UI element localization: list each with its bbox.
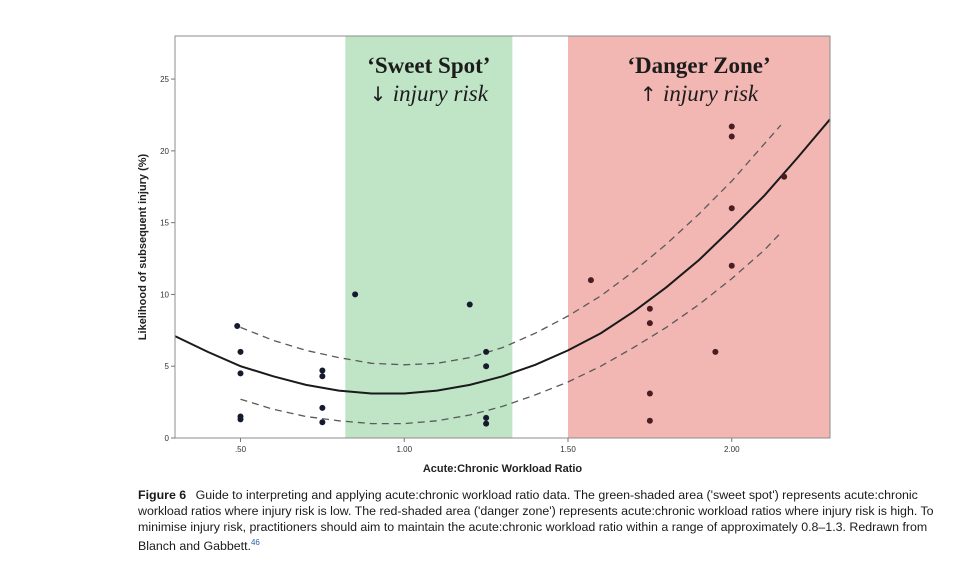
sweet-spot-arrow: ↓ [370,82,393,106]
data-point [646,390,653,397]
y-tick-label: 25 [160,75,169,84]
sweet-spot-title: ‘Sweet Spot’ [367,53,490,78]
data-point [466,301,473,308]
ci-upper-curve [240,124,782,366]
x-tick-label: 2.00 [724,445,740,454]
data-point [352,291,359,298]
danger-zone-subtitle: ↑ injury risk [640,81,759,106]
y-tick-label: 0 [165,434,170,443]
points-layer [234,123,788,427]
reference-number: 46 [250,538,260,547]
caption-text: Guide to interpreting and applying acute… [138,488,934,554]
x-tick-label: .50 [235,445,247,454]
y-axis-label: Likelihood of subsequent injury (%) [137,153,149,340]
zones-layer [345,36,830,438]
danger-zone-arrow: ↑ [640,82,663,106]
data-point [237,370,244,377]
data-point [728,262,735,269]
x-axis-label: Acute:Chronic Workload Ratio [423,463,583,475]
data-point [646,305,653,312]
sweet-spot-zone [345,36,513,438]
curves-layer [174,118,831,425]
data-point [319,367,326,374]
danger-zone-zone [568,36,830,438]
data-point [587,277,594,284]
ticks-layer: .50 1.00 1.50 2.00 0 5 10 15 20 25 [160,75,740,454]
sweet-spot-subtitle: ↓ injury risk [370,81,489,106]
acwr-injury-chart: .50 1.00 1.50 2.00 0 5 10 15 20 25 ‘Sweet Spot’ ↓ … [137,35,831,475]
data-point [237,416,244,423]
danger-zone-subtitle-text: injury risk [663,81,759,106]
data-point [319,419,326,426]
data-point [483,420,490,427]
ci-lower-curve [240,232,782,425]
y-tick-label: 15 [160,219,169,228]
data-point [483,414,490,421]
x-tick-label: 1.50 [560,445,576,454]
data-point [319,373,326,380]
data-point [234,323,241,330]
data-point [712,348,719,355]
plot-frame [174,35,831,439]
y-tick-label: 20 [160,147,169,156]
data-point [483,348,490,355]
x-tick-label: 1.00 [396,445,412,454]
data-point [646,417,653,424]
data-point [728,205,735,212]
data-point [483,363,490,370]
figure-label: Figure 6 [138,488,187,502]
fit-curve [174,118,831,395]
zone-text-layer: ‘Sweet Spot’ ↓ injury risk ‘Danger Zone’ ↑ … [367,53,770,106]
data-point [728,133,735,140]
danger-zone-title: ‘Danger Zone’ [627,53,770,78]
data-point [237,348,244,355]
y-tick-label: 10 [160,290,169,299]
data-point [646,320,653,327]
data-point [728,123,735,130]
data-point [319,404,326,411]
figure-caption: Figure 6 Guide to interpreting and apply… [138,487,938,554]
y-tick-label: 5 [165,362,170,371]
sweet-spot-subtitle-text: injury risk [393,81,489,106]
data-point [781,173,788,180]
